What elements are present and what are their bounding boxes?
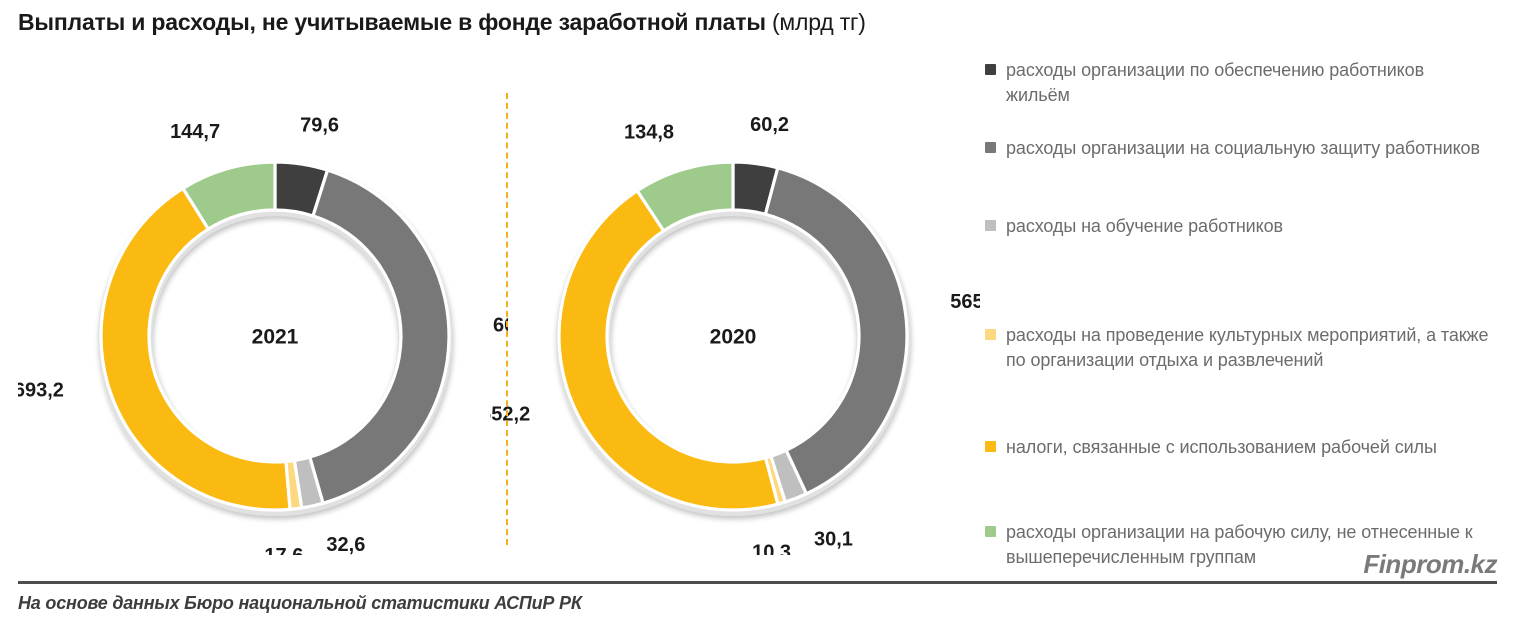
donut-slice-2021-5[interactable] bbox=[181, 160, 277, 231]
legend-item-0[interactable]: расходы организации по обеспечению работ… bbox=[985, 58, 1425, 108]
slice-value-label-2021-3: 17,6 bbox=[264, 545, 303, 555]
donut-slice-2021-1[interactable] bbox=[308, 168, 451, 505]
donut-center-year-2020: 2020 bbox=[710, 326, 757, 349]
slice-value-label-2021-0: 79,6 bbox=[300, 114, 339, 136]
legend-swatch-icon-5 bbox=[985, 526, 996, 537]
legend-swatch-icon-1 bbox=[985, 142, 996, 153]
slice-value-label-2020-4: 652,2 bbox=[490, 403, 530, 425]
legend-label-0: расходы организации по обеспечению работ… bbox=[1006, 60, 1425, 105]
donut-slice-2020-4[interactable] bbox=[557, 189, 780, 512]
page-title: Выплаты и расходы, не учитываемые в фонд… bbox=[18, 8, 1018, 36]
donut-slice-2020-1[interactable] bbox=[763, 166, 909, 496]
slice-value-label-2020-0: 60,2 bbox=[750, 114, 789, 136]
legend-swatch-icon-4 bbox=[985, 441, 996, 452]
slice-value-label-2020-1: 565,8 bbox=[950, 291, 980, 313]
slice-value-label-2021-4: 693,2 bbox=[18, 379, 64, 401]
chart-divider bbox=[506, 93, 508, 545]
legend-label-1: расходы организации на социальную защиту… bbox=[1006, 138, 1480, 158]
source-note: На основе данных Бюро национальной стати… bbox=[18, 593, 582, 613]
slice-value-label-2021-2: 32,6 bbox=[326, 534, 365, 555]
legend-item-4[interactable]: налоги, связанные с использованием рабоч… bbox=[985, 435, 1495, 460]
legend-item-1[interactable]: расходы организации на социальную защиту… bbox=[985, 136, 1485, 161]
page-title-unit: (млрд тг) bbox=[765, 9, 866, 35]
legend-label-4: налоги, связанные с использованием рабоч… bbox=[1006, 437, 1437, 457]
donut-center-year-2021: 2021 bbox=[252, 326, 299, 349]
legend-item-2[interactable]: расходы на обучение работников bbox=[985, 214, 1425, 239]
legend-swatch-icon-3 bbox=[985, 329, 996, 340]
slice-value-label-2020-3: 10,3 bbox=[752, 541, 791, 555]
slice-value-label-2020-5: 134,8 bbox=[624, 122, 674, 144]
donut-chart-2021: 79,6 663,3 32,6 17,6 693,2 144,7 2021 bbox=[18, 55, 508, 555]
donut-slice-2020-5[interactable] bbox=[635, 160, 735, 233]
page-title-main: Выплаты и расходы, не учитываемые в фонд… bbox=[18, 9, 766, 35]
legend-item-5[interactable]: расходы организации на рабочую силу, не … bbox=[985, 520, 1485, 570]
donut-chart-2020: 60,2 565,8 30,1 10,3 652,2 134,8 2020 bbox=[490, 55, 980, 555]
legend-label-5: расходы организации на рабочую силу, не … bbox=[1006, 522, 1473, 567]
slice-value-label-2020-2: 30,1 bbox=[814, 528, 853, 550]
charts-area: 79,6 663,3 32,6 17,6 693,2 144,7 2021 60,2 565,… bbox=[0, 55, 980, 555]
legend-swatch-icon-0 bbox=[985, 64, 996, 75]
legend-swatch-icon-2 bbox=[985, 220, 996, 231]
donut-slice-2021-4[interactable] bbox=[99, 186, 292, 512]
slice-value-label-2021-5: 144,7 bbox=[170, 121, 220, 143]
donut-svg-2021: 79,6 663,3 32,6 17,6 693,2 144,7 2021 bbox=[18, 114, 508, 555]
footer-divider bbox=[18, 581, 1497, 584]
slice-value-label-2021-1: 663,3 bbox=[493, 315, 508, 337]
legend-item-3[interactable]: расходы на проведение культурных меропри… bbox=[985, 323, 1505, 373]
brand-logo: Finprom.kz bbox=[1363, 549, 1497, 579]
donut-slices bbox=[99, 160, 451, 512]
chart-legend: расходы организации по обеспечению работ… bbox=[985, 58, 1505, 567]
legend-label-2: расходы на обучение работников bbox=[1006, 216, 1283, 236]
legend-label-3: расходы на проведение культурных меропри… bbox=[1006, 325, 1489, 370]
donut-svg-2020: 60,2 565,8 30,1 10,3 652,2 134,8 2020 bbox=[490, 114, 980, 555]
donut-slices bbox=[557, 160, 909, 512]
